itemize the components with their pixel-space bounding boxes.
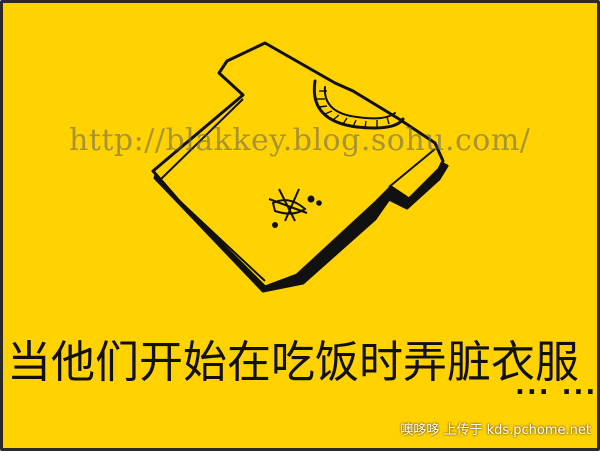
tshirt-body [151, 41, 445, 289]
collar-ribbing [317, 90, 390, 129]
url-watermark: http://blakkey.blog.sohu.com/ [69, 123, 531, 158]
tshirt-right-sleeve-hem [388, 148, 436, 188]
tshirt-bottom-hem [170, 192, 266, 282]
caption-ellipsis: ... ... [515, 371, 598, 401]
tshirt-illustration [151, 41, 449, 293]
tshirt-left-sleeve-hem [160, 98, 244, 180]
handwritten-caption: 当他们开始在吃饭时弄脏衣服 [7, 337, 579, 388]
upload-credit: 噢哆哆 上传于 kds.pchome.net [400, 423, 591, 438]
stain-mark [268, 188, 322, 228]
tshirt-collar-inner [323, 86, 396, 120]
tshirt-collar [312, 79, 405, 130]
